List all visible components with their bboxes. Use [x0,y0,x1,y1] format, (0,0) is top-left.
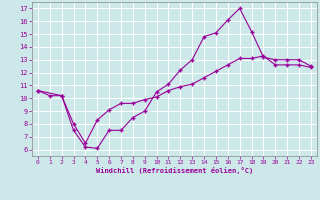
X-axis label: Windchill (Refroidissement éolien,°C): Windchill (Refroidissement éolien,°C) [96,167,253,174]
